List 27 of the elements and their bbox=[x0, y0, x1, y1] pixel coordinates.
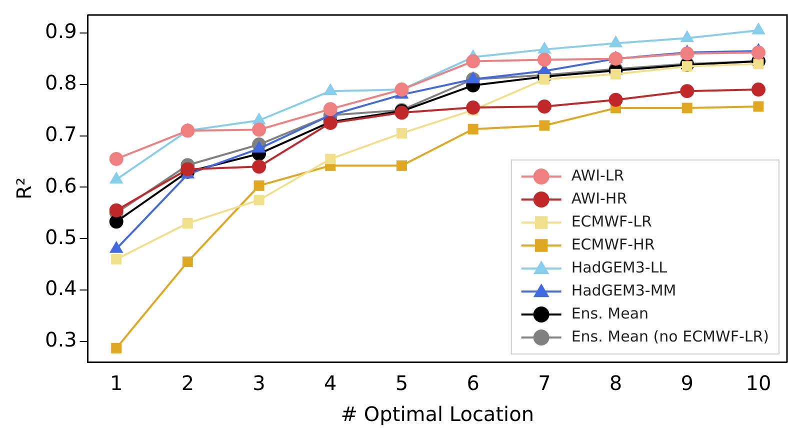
x-tick-label: 1 bbox=[110, 371, 123, 396]
y-tick-label: 0.3 bbox=[44, 328, 77, 352]
legend-label: HadGEM3-MM bbox=[571, 281, 676, 300]
x-tick-label: 5 bbox=[395, 371, 408, 396]
y-tick-label: 0.8 bbox=[44, 70, 77, 95]
legend-label: ECMWF-HR bbox=[571, 235, 655, 254]
x-tick-label: 6 bbox=[466, 371, 480, 396]
y-tick-label: 0.9 bbox=[44, 19, 77, 44]
x-tick-label: 4 bbox=[324, 371, 337, 396]
x-tick-label: 9 bbox=[680, 371, 694, 396]
legend-label: AWI-HR bbox=[571, 189, 628, 208]
x-tick-label: 8 bbox=[609, 371, 622, 396]
x-tick-label: 3 bbox=[252, 371, 266, 396]
x-tick-label: 2 bbox=[181, 371, 194, 396]
y-tick-label: 0.4 bbox=[44, 276, 77, 300]
legend-label: AWI-LR bbox=[571, 166, 624, 184]
x-tick-label: 10 bbox=[746, 371, 772, 396]
legend-label: Ens. Mean (no ECMWF-LR) bbox=[571, 327, 770, 346]
legend-label: HadGEM3-LL bbox=[571, 258, 668, 276]
y-tick-label: 0.6 bbox=[44, 173, 77, 198]
x-tick-label: 7 bbox=[538, 371, 551, 396]
x-axis-title: # Optimal Location bbox=[340, 402, 534, 426]
y-axis-title: R² bbox=[12, 178, 36, 200]
legend-label: ECMWF-LR bbox=[571, 212, 652, 230]
y-tick-label: 0.5 bbox=[44, 224, 77, 249]
y-tick-label: 0.7 bbox=[44, 122, 77, 146]
legend-label: Ens. Mean bbox=[571, 304, 649, 322]
